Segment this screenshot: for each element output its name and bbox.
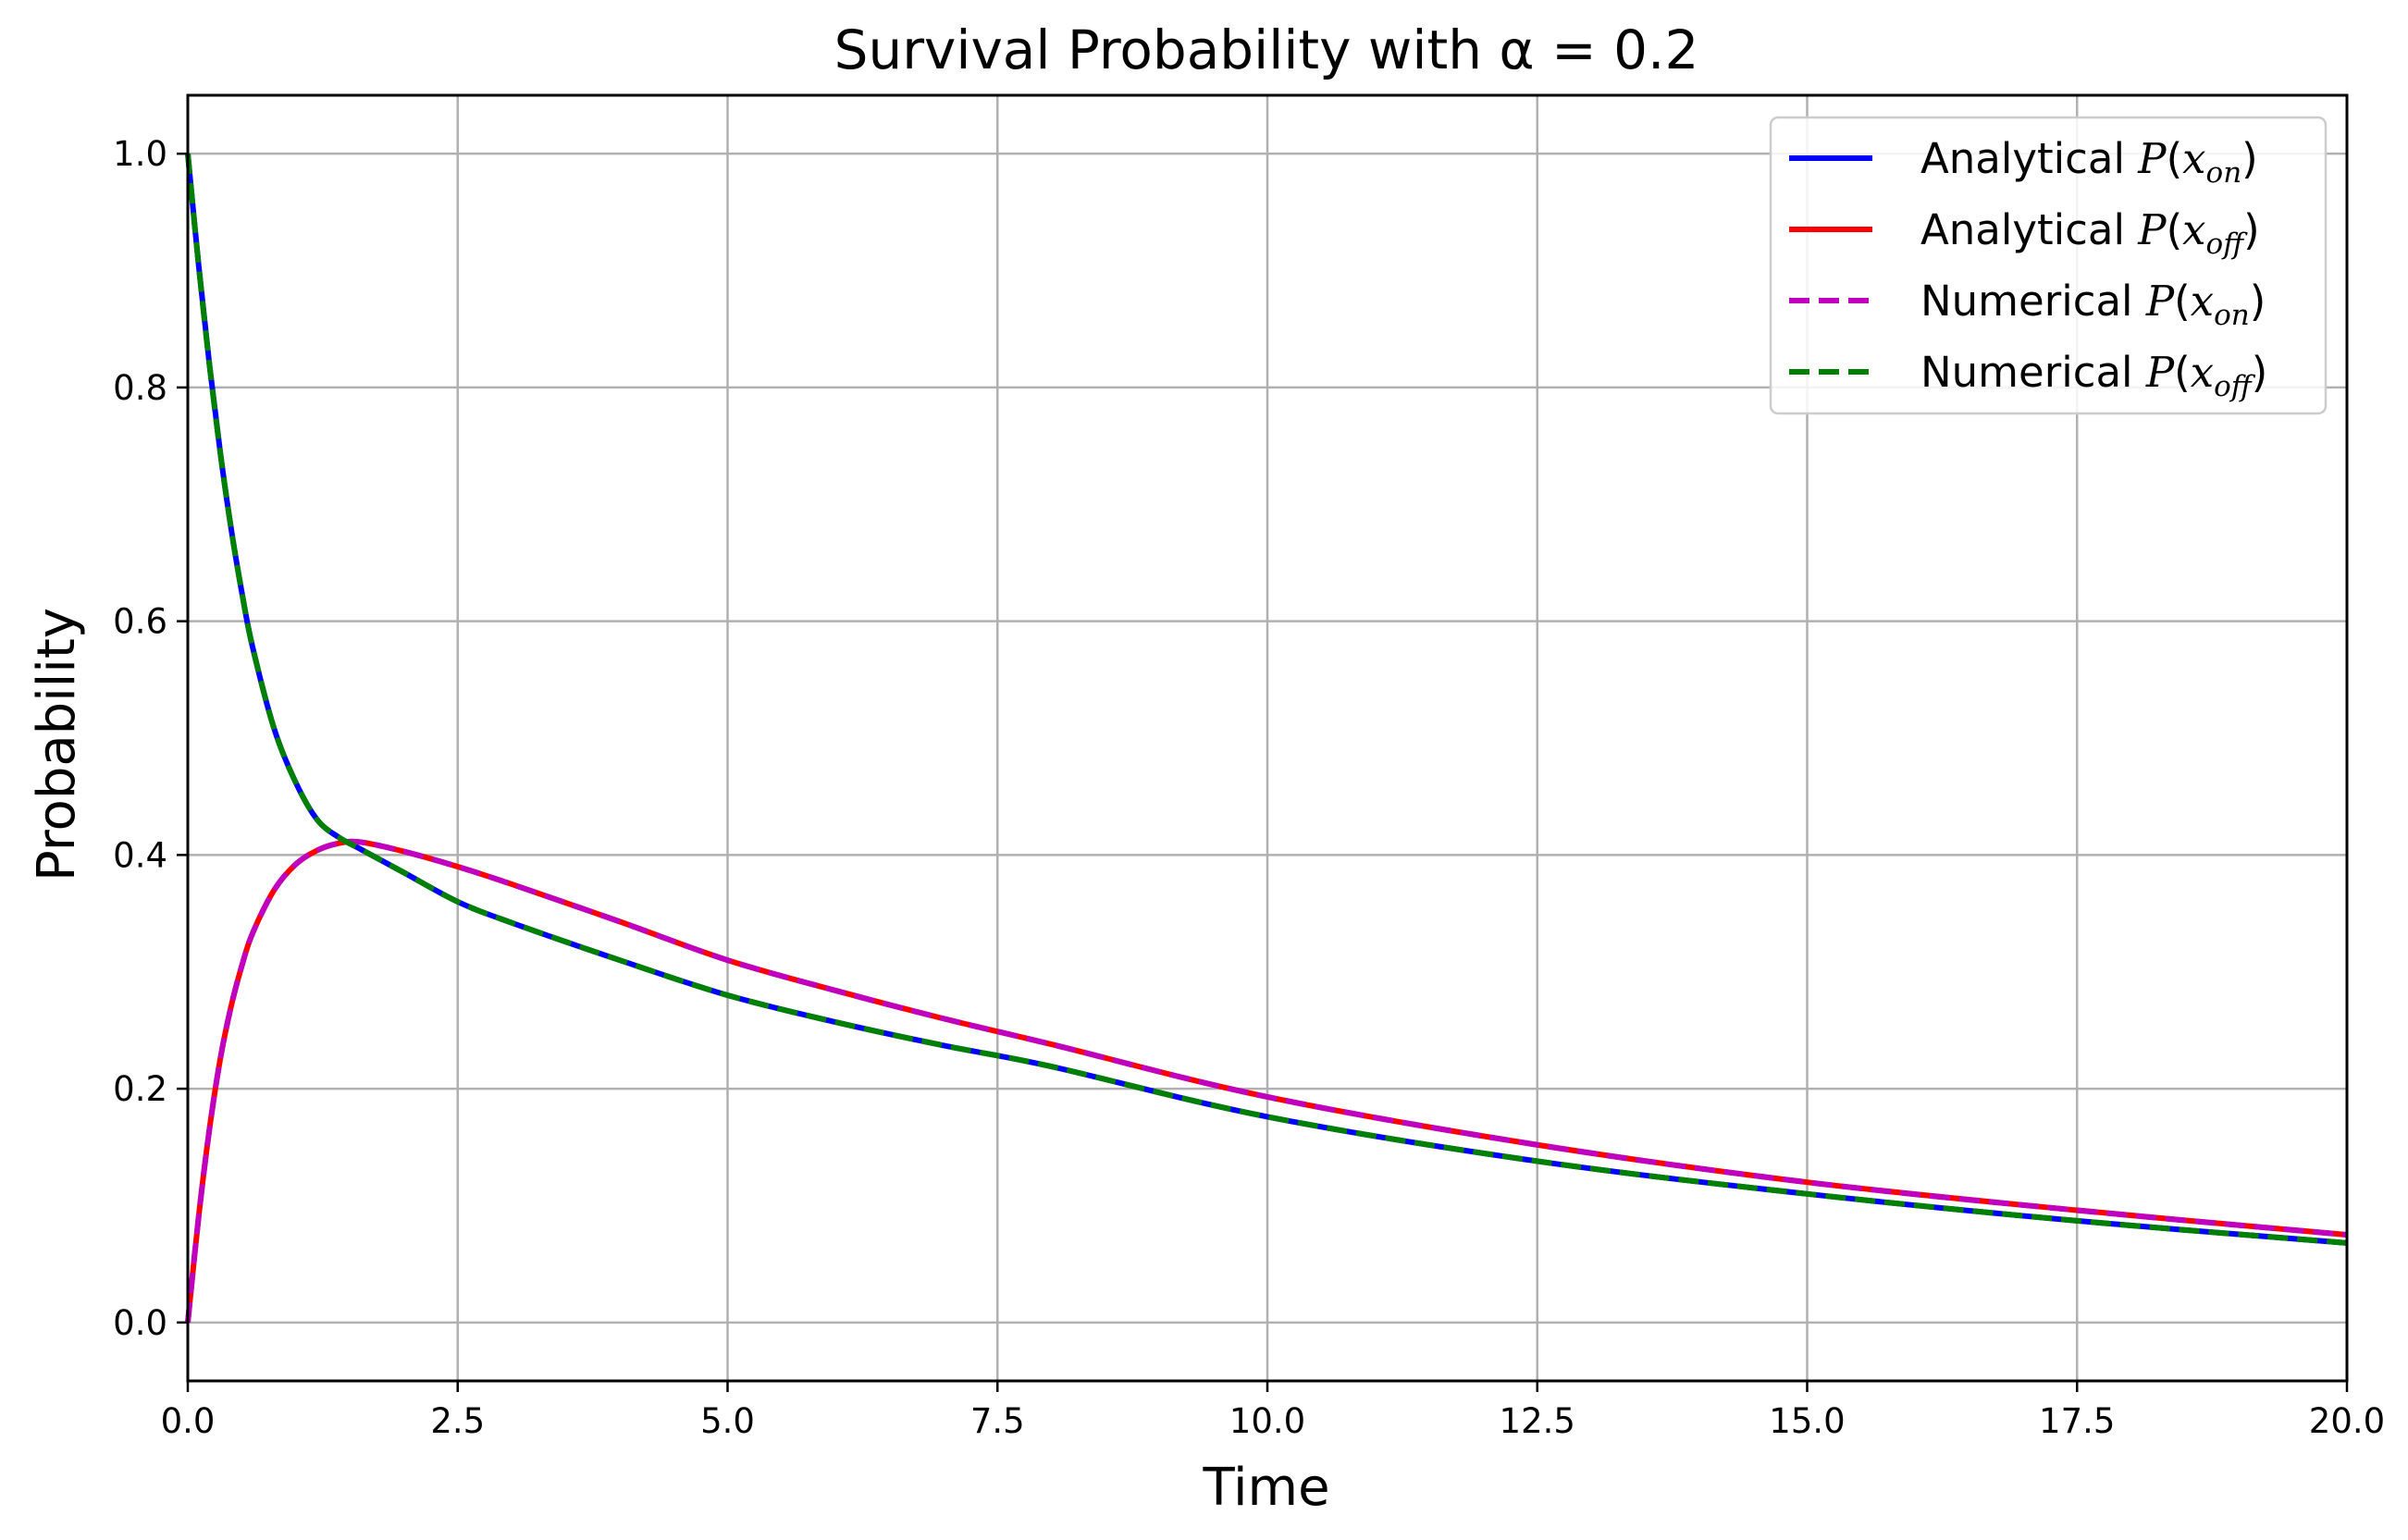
- x-axis-label: Time: [1202, 1458, 1329, 1518]
- x-tick-label: 15.0: [1769, 1401, 1845, 1441]
- y-tick-label: 0.6: [113, 602, 167, 642]
- y-axis-label: Probability: [27, 608, 87, 881]
- y-tick-label: 0.4: [113, 835, 167, 875]
- x-tick-label: 20.0: [2309, 1401, 2385, 1441]
- y-tick-label: 0.8: [113, 368, 167, 408]
- legend-entry-numerical-off: Numerical P(xoff): [1789, 348, 2267, 403]
- legend-label: Numerical P(xon): [1920, 277, 2266, 332]
- chart-title: Survival Probability with α = 0.2: [834, 18, 1699, 81]
- legend-label: Analytical P(xon): [1920, 134, 2258, 190]
- y-tick-label: 0.2: [113, 1069, 167, 1109]
- legend-entry-numerical-on: Numerical P(xon): [1789, 277, 2266, 332]
- x-tick-label: 10.0: [1229, 1401, 1305, 1441]
- numerical-on-line: [185, 838, 2348, 1324]
- y-tick-label: 0.0: [113, 1303, 167, 1343]
- series-lines: [185, 153, 2348, 1324]
- x-tick-label: 2.5: [430, 1401, 485, 1441]
- x-tick-label: 7.5: [970, 1401, 1025, 1441]
- x-tick-label: 5.0: [700, 1401, 755, 1441]
- y-tick-label: 1.0: [113, 134, 167, 174]
- x-tick-label: 17.5: [2039, 1401, 2115, 1441]
- numerical-off-line: [185, 153, 2348, 1246]
- x-tick-label: 0.0: [161, 1401, 216, 1441]
- legend-label: Analytical P(xoff): [1920, 205, 2260, 261]
- legend-label: Numerical P(xoff): [1920, 348, 2267, 403]
- legend-entry-analytical-on: Analytical P(xon): [1789, 134, 2258, 190]
- legend: Analytical P(xon) Analytical P(xoff) Numer…: [1769, 116, 2328, 415]
- legend-entry-analytical-off: Analytical P(xoff): [1789, 205, 2260, 261]
- axis-ticks: 0.0 2.5 5.0 7.5 10.0 12.5 15.0 17.5 20.0 0.0 0.2 0.…: [113, 134, 2385, 1441]
- x-tick-label: 12.5: [1500, 1401, 1575, 1441]
- legend-box: [1769, 116, 2328, 415]
